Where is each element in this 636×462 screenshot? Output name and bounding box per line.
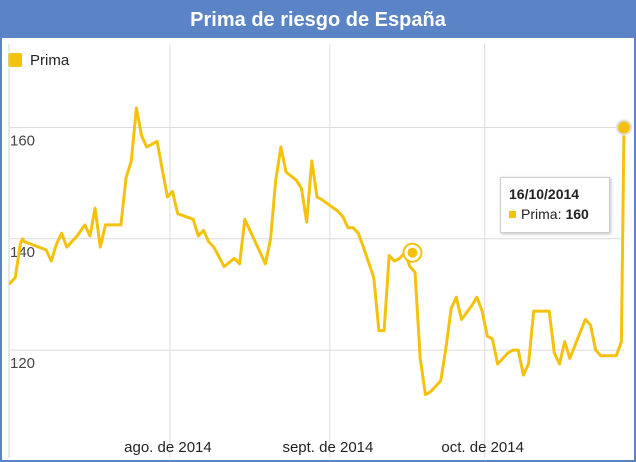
- chart-title: Prima de riesgo de España: [2, 2, 634, 38]
- tooltip-value: 160: [565, 206, 589, 222]
- y-tick-label: 120: [10, 355, 35, 372]
- tooltip-date: 16/10/2014: [509, 186, 580, 202]
- tooltip-colon: :: [557, 206, 562, 222]
- x-tick-label: oct. de 2014: [441, 439, 524, 456]
- series-line-prima: [8, 106, 626, 397]
- legend-label: Prima: [30, 51, 70, 69]
- x-tick-label: sept. de 2014: [282, 439, 373, 456]
- tooltip-series-label: Prima: [521, 206, 558, 222]
- hover-point-dot: [407, 247, 418, 258]
- legend-item[interactable]: Prima: [8, 51, 70, 69]
- x-tick-label: ago. de 2014: [124, 439, 212, 456]
- y-tick-label: 160: [10, 132, 35, 149]
- data-tooltip: 16/10/2014 Prima: 160: [500, 177, 610, 233]
- tooltip-row: Prima: 160: [509, 206, 609, 222]
- selected-point: [616, 119, 632, 136]
- tooltip-swatch: [509, 210, 516, 218]
- y-tick-label: 140: [10, 244, 35, 261]
- legend-swatch: [8, 53, 22, 67]
